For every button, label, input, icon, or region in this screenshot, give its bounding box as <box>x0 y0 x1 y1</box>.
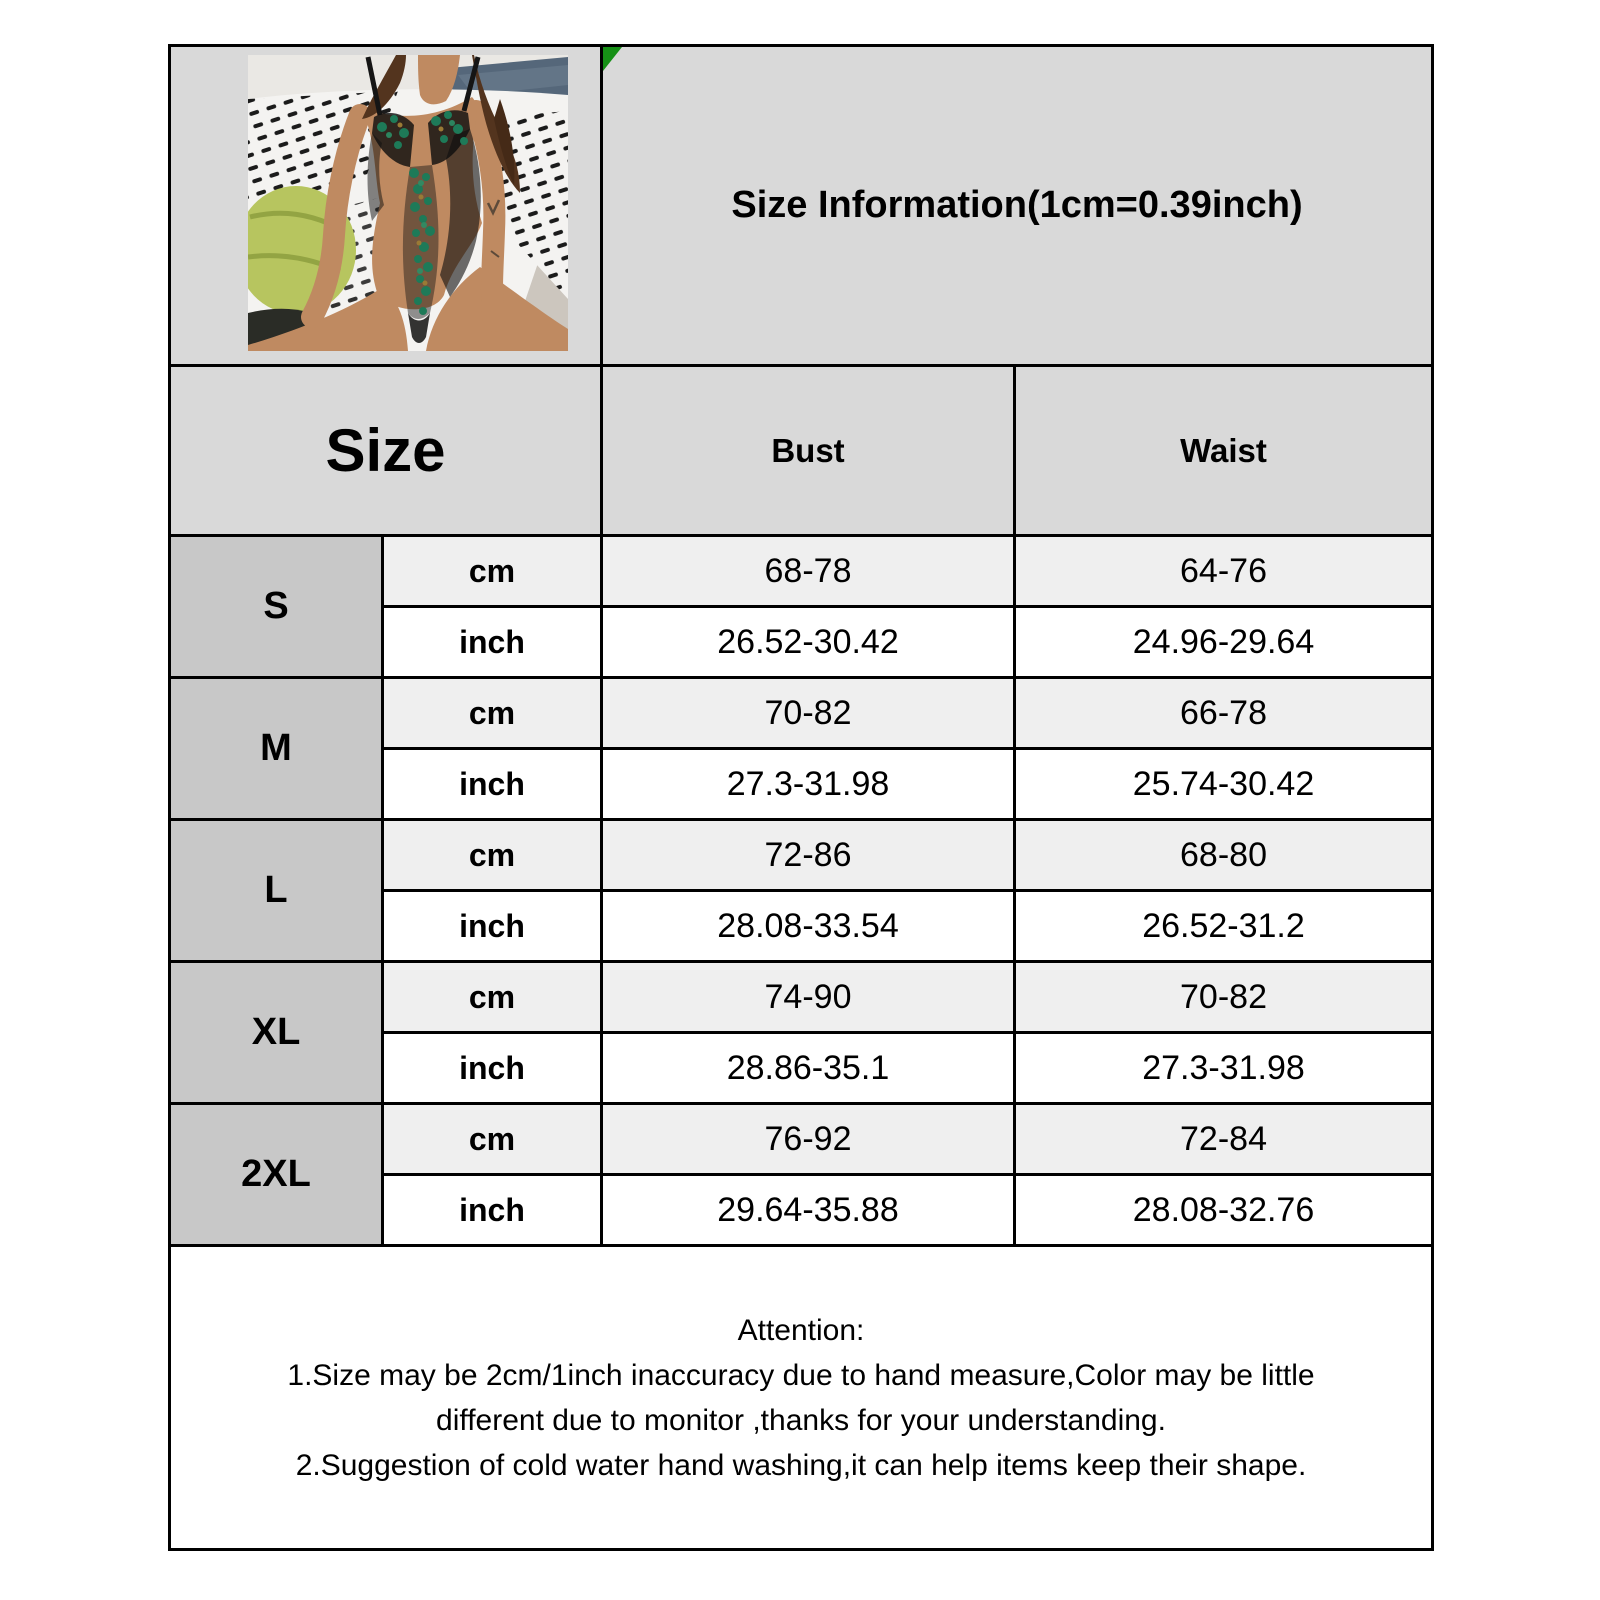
size-information-title-cell: Size Information(1cm=0.39inch) <box>600 44 1434 367</box>
unit-label-inch: inch <box>381 889 603 963</box>
attention-note-cell: Attention: 1.Size may be 2cm/1inch inacc… <box>168 1244 1434 1551</box>
size-label: S <box>168 534 384 679</box>
size-row-inch: inch 26.52-30.42 24.96-29.64 <box>170 605 1434 679</box>
size-row-inch: inch 29.64-35.88 28.08-32.76 <box>170 1173 1434 1247</box>
column-header-waist: Waist <box>1013 364 1434 537</box>
unit-label-inch: inch <box>381 1173 603 1247</box>
unit-label-cm: cm <box>381 534 603 608</box>
unit-label-cm: cm <box>381 676 603 750</box>
bust-inch-value: 26.52-30.42 <box>600 605 1016 679</box>
product-photo-cell <box>168 44 603 367</box>
waist-inch-value: 27.3-31.98 <box>1013 1031 1434 1105</box>
bust-cm-value: 70-82 <box>600 676 1016 750</box>
size-information-title: Size Information(1cm=0.39inch) <box>731 184 1303 226</box>
product-photo <box>235 55 568 351</box>
size-row-inch: inch 28.08-33.54 26.52-31.2 <box>170 889 1434 963</box>
waist-inch-value: 24.96-29.64 <box>1013 605 1434 679</box>
bust-inch-value: 28.86-35.1 <box>600 1031 1016 1105</box>
size-label: M <box>168 676 384 821</box>
waist-cm-value: 68-80 <box>1013 818 1434 892</box>
size-row-cm: 2XL cm 76-92 72-84 <box>168 1102 1434 1247</box>
size-label: 2XL <box>168 1102 384 1247</box>
green-corner-marker <box>604 48 622 71</box>
waist-cm-value: 72-84 <box>1013 1102 1434 1176</box>
waist-inch-value: 26.52-31.2 <box>1013 889 1434 963</box>
attention-line-2: different due to monitor ,thanks for you… <box>436 1403 1166 1437</box>
waist-cm-value: 64-76 <box>1013 534 1434 608</box>
bust-inch-value: 28.08-33.54 <box>600 889 1016 963</box>
attention-line-3: 2.Suggestion of cold water hand washing,… <box>295 1448 1307 1482</box>
attention-line-1: 1.Size may be 2cm/1inch inaccuracy due t… <box>287 1358 1315 1392</box>
waist-cm-value: 70-82 <box>1013 960 1434 1034</box>
bust-cm-value: 74-90 <box>600 960 1016 1034</box>
waist-inch-value: 28.08-32.76 <box>1013 1173 1434 1247</box>
unit-label-cm: cm <box>381 960 603 1034</box>
model-hair <box>361 55 520 193</box>
waist-inch-value: 25.74-30.42 <box>1013 747 1434 821</box>
bust-inch-value: 29.64-35.88 <box>600 1173 1016 1247</box>
attention-title: Attention: <box>737 1313 865 1347</box>
unit-label-cm: cm <box>381 1102 603 1176</box>
bust-cm-value: 76-92 <box>600 1102 1016 1176</box>
size-label: XL <box>168 960 384 1105</box>
unit-label-cm: cm <box>381 818 603 892</box>
size-row-inch: inch 28.86-35.1 27.3-31.98 <box>170 1031 1434 1105</box>
size-row-cm: XL cm 74-90 70-82 <box>168 960 1434 1105</box>
column-header-size: Size <box>168 364 603 537</box>
waist-cm-value: 66-78 <box>1013 676 1434 750</box>
unit-label-inch: inch <box>381 1031 603 1105</box>
column-header-bust: Bust <box>600 364 1016 537</box>
bust-cm-value: 72-86 <box>600 818 1016 892</box>
bust-cm-value: 68-78 <box>600 534 1016 608</box>
lace-bodysuit <box>365 56 481 343</box>
size-table: Size Information(1cm=0.39inch) Size Bust… <box>168 44 1434 1551</box>
unit-label-inch: inch <box>381 747 603 821</box>
unit-label-inch: inch <box>381 605 603 679</box>
bust-inch-value: 27.3-31.98 <box>600 747 1016 821</box>
size-row-inch: inch 27.3-31.98 25.74-30.42 <box>170 747 1434 821</box>
size-label: L <box>168 818 384 963</box>
